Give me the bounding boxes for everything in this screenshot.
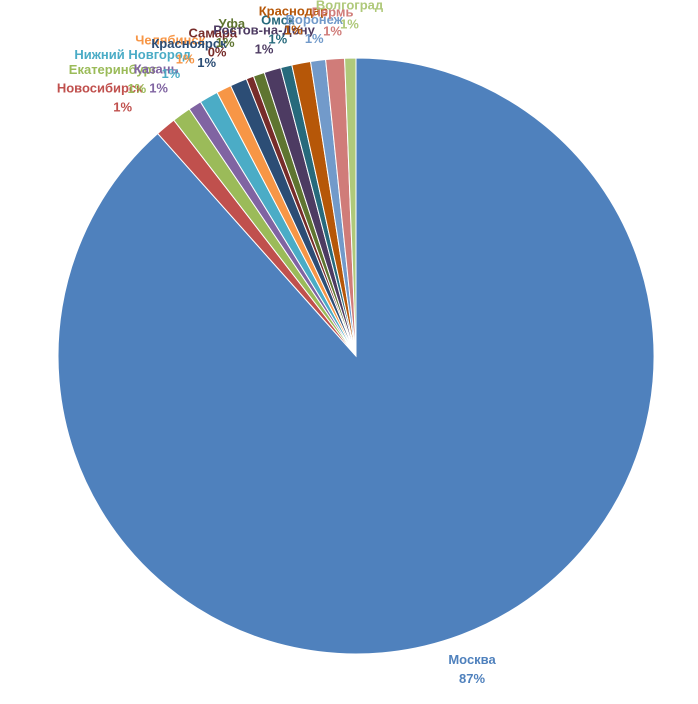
slice-value-label: 1% xyxy=(113,99,132,114)
slice-value-label: 1% xyxy=(340,16,359,31)
slice-value-label: 1% xyxy=(268,32,287,47)
slice-label: Нижний Новгород xyxy=(74,47,191,62)
slice-label: Уфа xyxy=(218,16,245,31)
slice-value-label: 1% xyxy=(176,52,195,67)
slice-value-label: 1% xyxy=(216,35,235,50)
slice-label: Волгоград xyxy=(316,0,384,12)
slice-label: Омск xyxy=(261,13,295,28)
slice-label: Казань xyxy=(134,62,179,77)
slice-label: Краснодар xyxy=(259,3,328,18)
slice-value-label: 1% xyxy=(149,81,168,96)
slice-value-label: 1% xyxy=(197,55,216,70)
slice-label: Самара xyxy=(188,25,237,40)
slice-value-label: 0% xyxy=(208,44,227,59)
slice-value-label: 87% xyxy=(459,671,485,686)
slice-label: Москва xyxy=(448,652,496,667)
slice-value-label: 1% xyxy=(323,23,342,38)
slice-value-label: 1% xyxy=(255,42,274,57)
slice-label: Екатеринбург xyxy=(69,62,158,77)
slice-label: Воронеж xyxy=(286,12,344,27)
slice-label: Красноярск xyxy=(151,36,227,51)
slice-label: Новосибирск xyxy=(57,80,143,95)
slice-value-label: 1% xyxy=(284,22,303,37)
slice-label: Челябинск xyxy=(135,33,205,48)
slice-label: Пермь xyxy=(312,4,354,19)
slice-value-label: 1% xyxy=(161,66,180,81)
slice-value-label: 1% xyxy=(305,31,324,46)
slice-value-label: 1% xyxy=(127,81,146,96)
pie-slice xyxy=(344,57,357,357)
slice-label: Ростов-на-Дону xyxy=(213,23,315,38)
